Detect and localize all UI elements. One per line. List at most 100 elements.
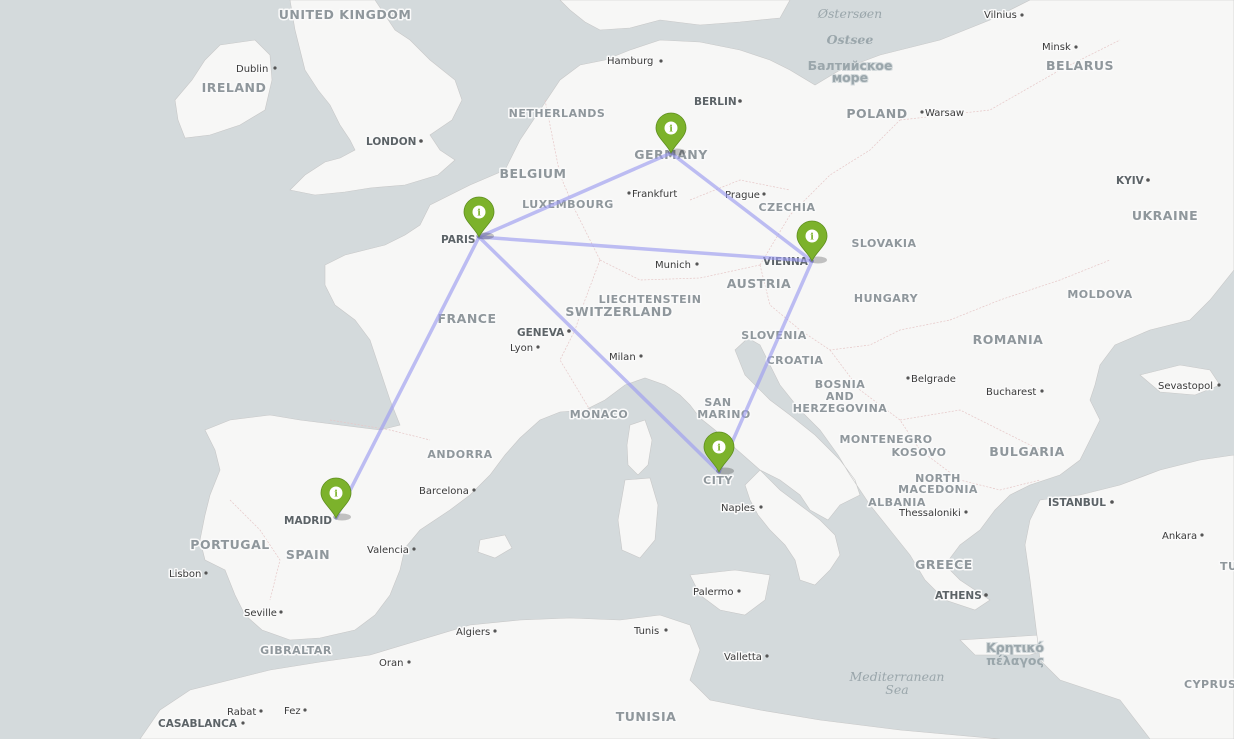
label-czechia: CZECHIA xyxy=(759,201,816,214)
land-sardinia xyxy=(617,477,659,559)
label-north: NORTH xyxy=(915,472,961,485)
label-milan: Milan xyxy=(609,352,636,363)
label-berlin: BERLIN xyxy=(694,96,737,108)
label-gibraltar: GIBRALTAR xyxy=(260,644,332,657)
borders xyxy=(229,39,1121,601)
label-portugal: PORTUGAL xyxy=(190,537,269,552)
label-frankfurt: Frankfurt xyxy=(632,189,677,200)
info-icon xyxy=(472,205,486,219)
dot-istanbul xyxy=(1110,500,1114,504)
label-tunisia: TUNISIA xyxy=(616,709,677,724)
land-italy-south xyxy=(744,469,841,586)
map-marker-madrid[interactable]: i xyxy=(320,477,352,521)
label-bulgaria: BULGARIA xyxy=(989,444,1065,459)
land xyxy=(139,0,1234,739)
map-marker-paris[interactable]: i xyxy=(463,196,495,240)
map-marker-vienna[interactable]: i xyxy=(796,220,828,264)
label-kyiv: KYIV xyxy=(1116,175,1145,187)
route-line-paris-madrid xyxy=(334,235,481,520)
markers[interactable]: i i i i i xyxy=(320,112,828,521)
label-ankara: Ankara xyxy=(1162,531,1197,542)
marker-glyph: i xyxy=(334,489,338,500)
label-algiers: Algiers xyxy=(456,627,490,638)
label-liechtenstein: LIECHTENSTEIN xyxy=(599,293,702,306)
label-herzegovina: HERZEGOVINA xyxy=(793,402,888,415)
land-great-britain xyxy=(289,0,463,196)
route-line-paris-rome xyxy=(477,235,721,474)
label-dublin: Dublin xyxy=(236,64,268,75)
label-fez: Fez xyxy=(284,706,301,717)
label-vilnius: Vilnius xyxy=(984,10,1017,21)
label-mediterranean: Mediterranean xyxy=(849,669,945,684)
land-mainland xyxy=(199,0,1234,641)
route-lines xyxy=(334,151,814,520)
sea-labels: Østersøen Ostsee Балтийское море Mediter… xyxy=(807,5,1046,698)
label-switzerland: SWITZERLAND xyxy=(565,304,672,319)
label-poland: POLAND xyxy=(846,106,907,121)
label-athens: ATHENS xyxy=(935,590,982,602)
route-line-vienna-rome xyxy=(717,259,814,474)
land-ireland xyxy=(174,39,273,139)
label-lisbon: Lisbon xyxy=(169,569,201,580)
label-munich: Munich xyxy=(655,260,691,271)
label-monaco: MONACO xyxy=(570,408,628,421)
label-bosnia: BOSNIA xyxy=(815,378,865,391)
label-rabat: Rabat xyxy=(227,707,256,718)
label-tunis: Tunis xyxy=(633,626,659,637)
label-ostsee: Ostsee xyxy=(827,32,874,47)
route-line-paris-germany xyxy=(477,151,673,239)
label-ukraine: UKRAINE xyxy=(1132,208,1198,223)
label-belgrade: Belgrade xyxy=(911,374,956,385)
marker-glyph: i xyxy=(669,124,673,135)
dot-london xyxy=(419,139,423,143)
label-lyon: Lyon xyxy=(510,343,533,354)
land-corsica xyxy=(626,419,653,476)
route-line-paris-vienna xyxy=(477,235,814,263)
label-istanbul: ISTANBUL xyxy=(1048,497,1106,509)
label-valencia: Valencia xyxy=(367,545,409,556)
label-cyprus: CYPRUS xyxy=(1184,678,1234,691)
dot-kyiv xyxy=(1146,178,1150,182)
label-and: AND xyxy=(826,390,854,403)
dot-athens xyxy=(984,593,988,597)
label-macedonia: MACEDONIA xyxy=(898,483,978,496)
route-line-germany-vienna xyxy=(669,151,814,263)
label-ireland: IRELAND xyxy=(202,80,267,95)
map-marker-germany[interactable]: i xyxy=(655,112,687,156)
label-cretan-1: Κρητικό xyxy=(986,640,1044,655)
label-romania: ROMANIA xyxy=(973,332,1044,347)
label-hungary: HUNGARY xyxy=(854,292,919,305)
land-north-africa xyxy=(139,614,1001,739)
label-sevastopol: Sevastopol xyxy=(1158,381,1213,392)
info-icon xyxy=(805,229,819,243)
label-bucharest: Bucharest xyxy=(986,387,1036,398)
info-icon xyxy=(712,440,726,454)
label-tu: TU xyxy=(1220,560,1234,573)
label-casablanca: CASABLANCA xyxy=(158,718,238,730)
label-moldova: MOLDOVA xyxy=(1067,288,1132,301)
label-belarus: BELARUS xyxy=(1046,58,1114,73)
land-balearic xyxy=(477,534,513,559)
label-ostersoen: Østersøen xyxy=(817,6,882,21)
marker-glyph: i xyxy=(810,232,814,243)
label-greece: GREECE xyxy=(915,557,973,572)
label-kosovo: KOSOVO xyxy=(891,446,946,459)
land-turkey xyxy=(1024,454,1234,739)
label-minsk: Minsk xyxy=(1042,42,1071,53)
city-labels: Dublin Hamburg Vilnius Minsk Warsaw Fran… xyxy=(157,9,1234,732)
label-warsaw: Warsaw xyxy=(925,108,964,119)
label-seville: Seville xyxy=(244,608,277,619)
label-oran: Oran xyxy=(379,658,403,669)
label-albania: ALBANIA xyxy=(868,496,926,509)
label-croatia: CROATIA xyxy=(767,354,824,367)
info-icon xyxy=(664,121,678,135)
label-naples: Naples xyxy=(721,503,755,514)
label-sea: Sea xyxy=(885,682,908,697)
label-united-kingdom: UNITED KINGDOM xyxy=(279,7,412,22)
marker-glyph: i xyxy=(477,208,481,219)
label-cretan-2: πέλαγος xyxy=(986,653,1044,668)
label-spain: SPAIN xyxy=(286,547,330,562)
map-marker-rome[interactable]: i xyxy=(703,431,735,475)
land-sicily xyxy=(689,569,771,616)
